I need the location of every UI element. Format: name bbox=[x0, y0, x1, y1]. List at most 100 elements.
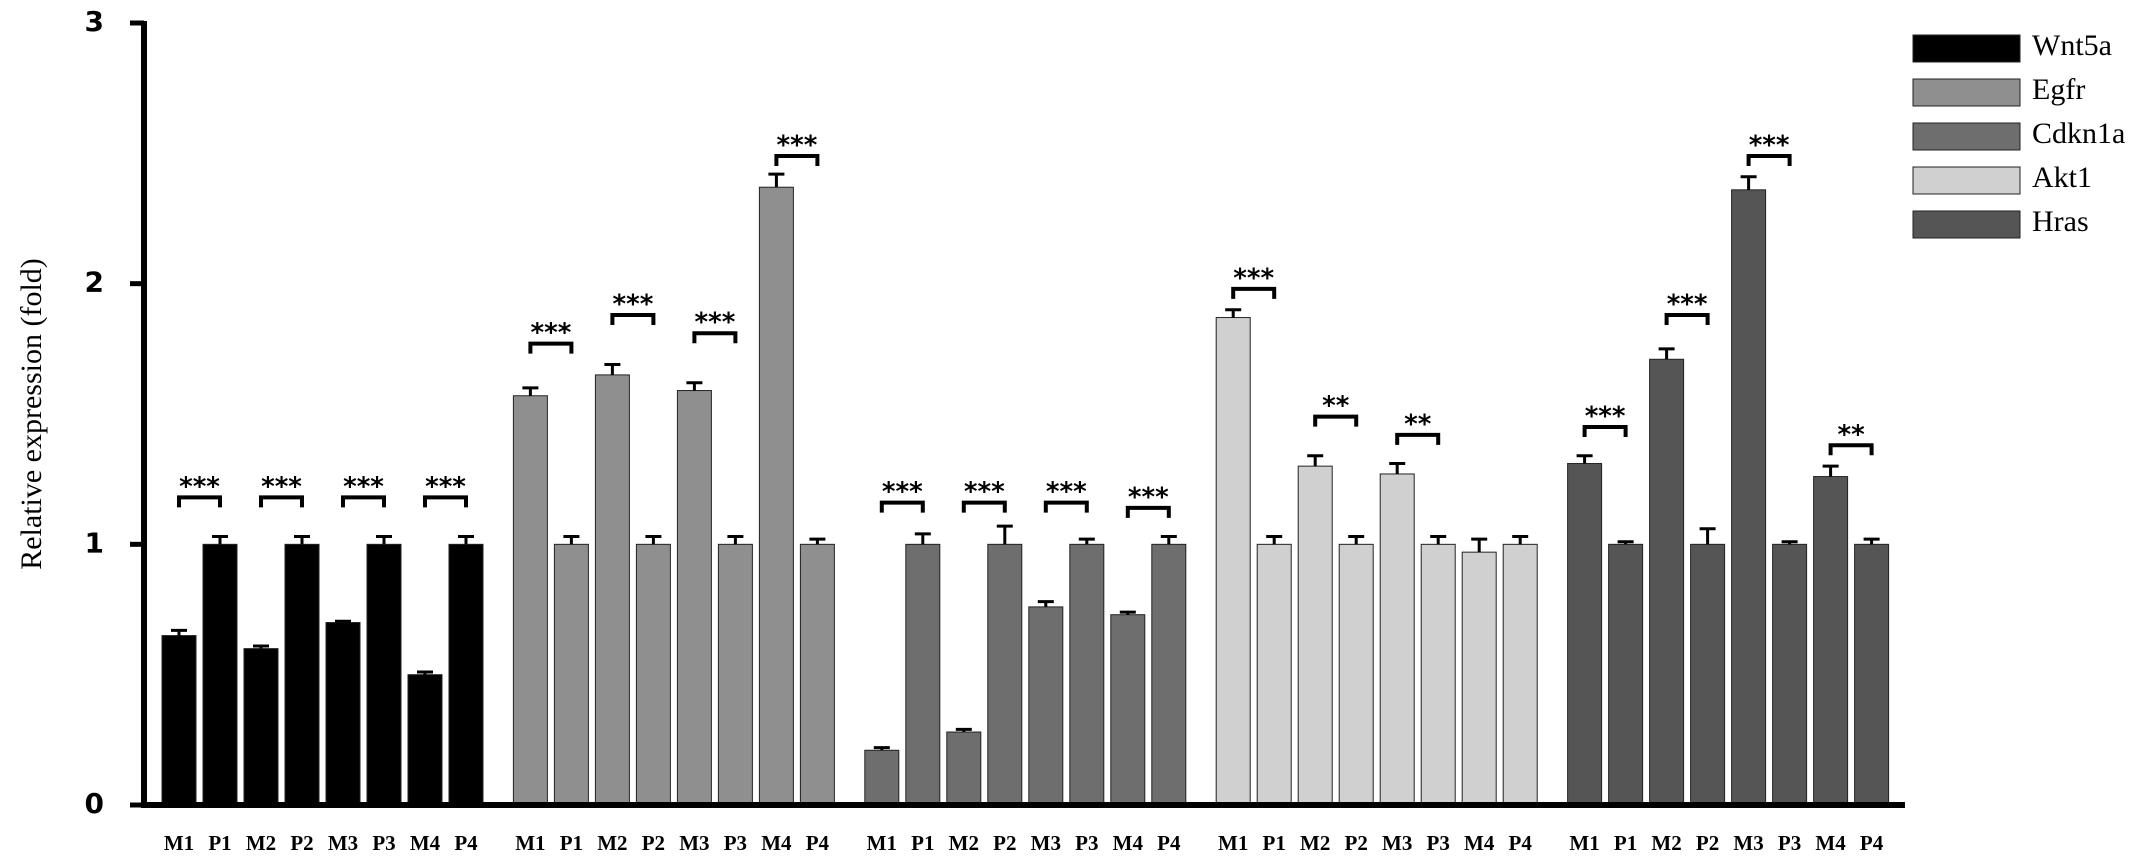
x-tick-label: M3 bbox=[1733, 831, 1763, 855]
significance-label: *** bbox=[1667, 289, 1708, 319]
significance-label: ** bbox=[1837, 420, 1865, 450]
significance-label: *** bbox=[1749, 130, 1790, 160]
error-bar bbox=[873, 746, 890, 751]
error-bar bbox=[1781, 540, 1798, 545]
x-tick-label: P2 bbox=[1345, 831, 1368, 855]
x-tick-label: P4 bbox=[454, 831, 478, 855]
bar bbox=[1297, 465, 1333, 806]
bar bbox=[1420, 543, 1456, 806]
significance-bracket bbox=[1125, 505, 1171, 518]
error-bar bbox=[809, 537, 826, 545]
bar bbox=[758, 186, 794, 806]
significance-label: *** bbox=[531, 318, 572, 348]
significance-bracket bbox=[423, 495, 468, 508]
legend-label: Cdkn1a bbox=[2032, 117, 2125, 150]
bar bbox=[946, 731, 982, 806]
bar bbox=[987, 543, 1023, 806]
bar bbox=[1069, 543, 1105, 806]
significance-bracket bbox=[1746, 153, 1792, 166]
significance-label: ** bbox=[1322, 391, 1350, 421]
significance-bracket bbox=[1395, 432, 1441, 445]
error-bar bbox=[1822, 464, 1839, 477]
significance-bracket bbox=[610, 312, 656, 325]
significance-bracket bbox=[692, 331, 738, 344]
bar bbox=[717, 543, 753, 806]
x-tick-label: M2 bbox=[246, 831, 276, 855]
bar bbox=[864, 749, 900, 806]
significance-bracket bbox=[879, 500, 925, 513]
x-tick-label: M2 bbox=[597, 831, 627, 855]
bar bbox=[1813, 476, 1849, 806]
error-bar bbox=[563, 535, 580, 545]
x-tick-label: P2 bbox=[290, 831, 313, 855]
bar bbox=[1731, 189, 1767, 806]
significance-bracket bbox=[1664, 312, 1710, 325]
significance-bracket bbox=[528, 341, 574, 354]
significance-label: *** bbox=[179, 472, 220, 502]
significance-bracket bbox=[961, 500, 1007, 513]
significance-bracket bbox=[259, 495, 304, 508]
bar bbox=[1461, 551, 1497, 806]
bar bbox=[448, 543, 484, 806]
bar bbox=[1567, 463, 1603, 806]
significance-label: *** bbox=[1233, 263, 1274, 293]
error-bar bbox=[727, 535, 744, 545]
x-tick-label: M3 bbox=[328, 831, 358, 855]
x-tick-label: P4 bbox=[1509, 831, 1533, 855]
error-bar bbox=[1863, 537, 1880, 545]
bar bbox=[1772, 543, 1808, 806]
error-bar bbox=[955, 727, 972, 733]
y-tick-label: 2 bbox=[85, 266, 104, 299]
error-bar bbox=[417, 670, 433, 675]
x-tick-label: P4 bbox=[806, 831, 830, 855]
x-tick-label: M4 bbox=[761, 831, 792, 855]
error-bar bbox=[458, 535, 474, 545]
bar bbox=[905, 543, 941, 806]
bar bbox=[1502, 543, 1538, 806]
x-tick-label: P1 bbox=[1263, 831, 1286, 855]
error-bar bbox=[376, 535, 392, 545]
error-bar bbox=[1430, 535, 1447, 545]
error-bar bbox=[645, 535, 662, 545]
bar bbox=[1690, 543, 1726, 806]
legend-swatch bbox=[1912, 34, 2021, 63]
error-bar bbox=[1658, 347, 1675, 360]
legend-swatch bbox=[1912, 122, 2021, 151]
error-bar bbox=[1348, 535, 1365, 545]
x-tick-label: P3 bbox=[372, 831, 395, 855]
error-bar bbox=[1225, 308, 1242, 318]
bar bbox=[243, 648, 279, 806]
error-bar bbox=[1699, 527, 1716, 545]
legend-label: Hras bbox=[2032, 205, 2089, 238]
error-bar bbox=[686, 381, 703, 391]
significance-label: *** bbox=[695, 308, 736, 338]
bar bbox=[325, 622, 361, 806]
error-bar bbox=[1037, 600, 1054, 607]
bar bbox=[284, 543, 320, 806]
bar bbox=[553, 543, 589, 806]
bar bbox=[1649, 358, 1685, 806]
legend-label: Wnt5a bbox=[2032, 29, 2112, 62]
error-bar bbox=[1740, 175, 1757, 190]
error-bar bbox=[171, 628, 187, 636]
significance-label: ** bbox=[1404, 409, 1432, 439]
legend-label: Egfr bbox=[2032, 73, 2085, 106]
bar bbox=[676, 390, 712, 806]
significance-label: *** bbox=[613, 289, 654, 319]
significance-bracket bbox=[1313, 414, 1359, 427]
bar bbox=[366, 543, 402, 806]
error-bar bbox=[1078, 537, 1095, 545]
x-tick-label: M1 bbox=[867, 831, 897, 855]
significance-bracket bbox=[1582, 425, 1628, 438]
x-tick-label: P4 bbox=[1860, 831, 1884, 855]
significance-label: *** bbox=[261, 472, 302, 502]
error-bar bbox=[1266, 535, 1283, 545]
bar bbox=[1110, 614, 1146, 806]
error-bar bbox=[1389, 462, 1406, 474]
significance-label: *** bbox=[882, 477, 923, 507]
significance-label: *** bbox=[1585, 402, 1626, 432]
bar bbox=[594, 374, 630, 806]
bar bbox=[1256, 543, 1292, 806]
x-tick-label: M4 bbox=[1464, 831, 1495, 855]
